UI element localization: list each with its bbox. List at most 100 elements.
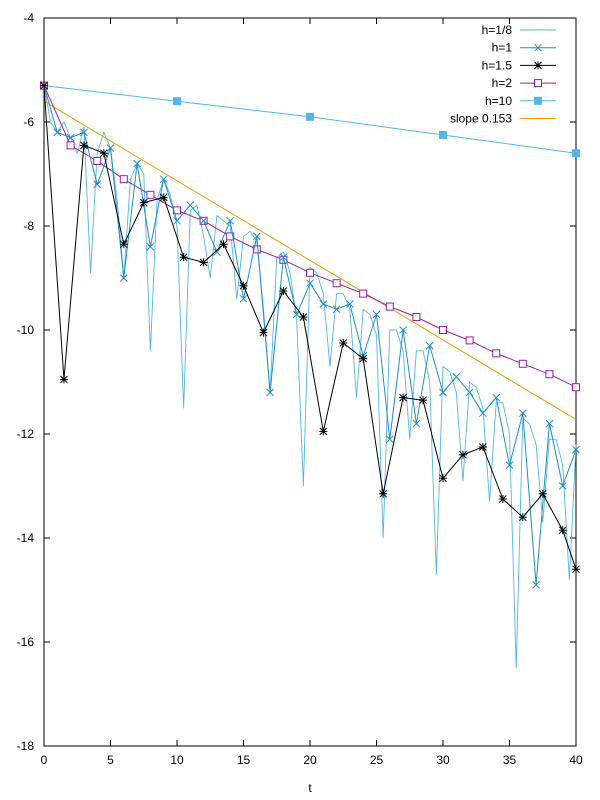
data-point-x	[53, 128, 62, 137]
data-point-x	[106, 144, 115, 152]
data-point-star	[399, 393, 408, 402]
legend-label: h=1/8	[482, 23, 513, 37]
data-point-x	[505, 461, 514, 470]
data-point-x	[306, 279, 314, 288]
legend-entry: h=2	[492, 76, 556, 90]
series-line	[43, 85, 577, 570]
series-layer	[40, 81, 580, 669]
y-tick-label: -18	[17, 739, 35, 753]
series-3	[40, 81, 580, 392]
y-tick-label: -12	[17, 427, 35, 441]
data-point-x	[159, 175, 168, 184]
data-point-x	[226, 216, 235, 225]
x-axis-label: t	[308, 781, 312, 795]
data-point-star	[379, 489, 388, 498]
data-point-x	[252, 232, 261, 241]
data-point-x	[319, 300, 328, 308]
legend: h=1/8 h=1 h=1.5 h=2 h=10 slope 0.153	[450, 23, 556, 126]
x-tick-label: 10	[170, 753, 184, 767]
x-tick-label: 5	[107, 753, 114, 767]
data-point-x	[173, 216, 181, 225]
data-point-star	[319, 427, 328, 436]
legend-entry: slope 0.153	[450, 112, 556, 126]
data-point-square-open	[332, 279, 341, 288]
x-axis: 0 5 10 15 20 25 30 35 40	[41, 18, 583, 767]
data-point-star	[439, 474, 447, 483]
data-point-x	[558, 482, 567, 490]
legend-label: h=2	[492, 76, 513, 90]
legend-label: slope 0.153	[450, 112, 512, 126]
data-point-square-open	[252, 245, 261, 254]
x-tick-label: 15	[237, 753, 251, 767]
data-point-star	[40, 81, 48, 90]
legend-entry: h=10	[485, 94, 556, 108]
legend-label: h=1.5	[482, 58, 513, 72]
data-point-star	[279, 287, 288, 295]
data-point-star	[534, 61, 542, 70]
data-point-star	[179, 253, 188, 262]
data-point-square-open	[518, 359, 527, 368]
data-point-x	[439, 388, 447, 397]
series-2	[40, 81, 580, 574]
data-point-x	[133, 159, 141, 168]
data-point-x	[372, 310, 381, 319]
data-point-x	[146, 242, 155, 251]
data-point-x	[572, 445, 580, 454]
data-point-star	[79, 141, 88, 150]
data-point-star	[299, 313, 308, 321]
x-tick-label: 0	[41, 753, 48, 767]
data-point-star	[159, 193, 168, 202]
data-point-x	[425, 341, 434, 350]
data-point-star	[572, 565, 580, 574]
data-point-x	[479, 409, 487, 418]
x-tick-label: 40	[569, 753, 583, 767]
y-tick-label: -4	[23, 11, 34, 25]
data-point-x	[532, 580, 540, 589]
data-point-x	[266, 388, 274, 397]
data-point-x	[346, 300, 354, 308]
x-tick-label: 25	[370, 753, 384, 767]
data-point-x	[93, 180, 102, 189]
data-point-x	[119, 274, 128, 282]
data-point-square-open	[439, 326, 447, 334]
y-axis: -4 -6 -8 -10 -12 -14 -16 -18	[17, 11, 576, 753]
series-line	[43, 85, 577, 388]
x-tick-label: 30	[436, 753, 450, 767]
data-point-x	[199, 216, 208, 225]
data-point-star	[419, 396, 428, 405]
data-point-square-filled	[306, 112, 314, 121]
y-tick-label: -8	[23, 219, 34, 233]
data-point-x	[534, 43, 542, 52]
x-tick-label: 35	[503, 753, 517, 767]
data-point-star	[498, 495, 507, 503]
data-point-square-open	[306, 268, 314, 277]
data-point-star	[219, 240, 228, 249]
data-point-square-open	[545, 370, 554, 379]
data-point-square-open	[534, 79, 542, 88]
plot-frame	[43, 17, 577, 747]
data-point-square-open	[412, 313, 421, 321]
legend-entry: h=1/8	[482, 23, 556, 37]
series-line	[43, 100, 577, 420]
series-5	[43, 100, 577, 420]
data-point-star	[199, 258, 208, 267]
data-point-x	[385, 435, 394, 444]
legend-entry: h=1.5	[482, 58, 556, 72]
data-point-star	[558, 526, 567, 535]
data-point-star	[59, 375, 68, 384]
data-point-x	[492, 393, 501, 402]
data-point-x	[332, 305, 341, 314]
data-point-x	[186, 201, 195, 210]
series-line	[43, 85, 577, 669]
data-point-star	[139, 198, 148, 207]
data-point-square-open	[226, 232, 235, 241]
data-point-star	[119, 240, 128, 249]
data-point-star	[259, 328, 268, 337]
data-point-x	[279, 253, 288, 262]
data-point-square-filled	[572, 149, 580, 158]
data-point-square-open	[359, 289, 368, 298]
data-point-square-open	[572, 383, 580, 392]
data-point-square-open	[465, 336, 474, 345]
data-point-square-open	[492, 349, 501, 358]
